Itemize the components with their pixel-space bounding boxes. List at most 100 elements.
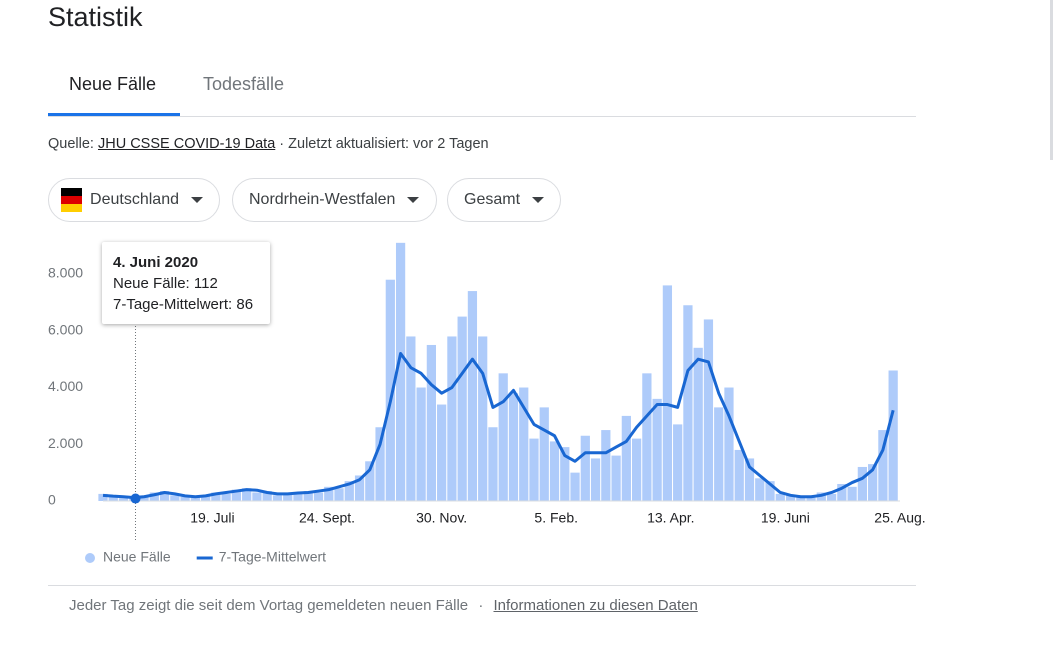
bar bbox=[467, 291, 478, 501]
bar bbox=[221, 493, 231, 501]
tab[interactable]: Todesfälle bbox=[203, 74, 285, 94]
bar bbox=[631, 438, 642, 501]
bar bbox=[652, 398, 662, 501]
y-tick-label: 2.000 bbox=[48, 435, 83, 451]
bar bbox=[837, 483, 847, 501]
bar bbox=[796, 495, 806, 501]
y-tick-label: 6.000 bbox=[48, 321, 83, 337]
bar bbox=[293, 493, 303, 501]
source-line: Quelle: JHU CSSE COVID-19 Data · Zuletzt… bbox=[48, 136, 489, 152]
legend-swatch bbox=[85, 553, 95, 563]
tooltip-value: 112 bbox=[193, 275, 218, 292]
bar bbox=[498, 373, 508, 501]
bar bbox=[190, 497, 200, 501]
x-tick-label: 19. Juni bbox=[761, 510, 810, 526]
type-dropdown[interactable]: Gesamt bbox=[447, 178, 561, 222]
footer: Jeder Tag zeigt die seit dem Vortag geme… bbox=[69, 597, 698, 614]
bar bbox=[868, 464, 878, 501]
x-tick-label: 24. Sept. bbox=[299, 510, 355, 526]
bar bbox=[580, 435, 590, 501]
bar bbox=[303, 491, 313, 501]
bar bbox=[857, 466, 867, 501]
bar bbox=[549, 441, 560, 501]
bar bbox=[447, 336, 457, 501]
tooltip-avg: 7-Tage-Mittelwert: 86 bbox=[113, 294, 270, 315]
bar bbox=[426, 344, 436, 501]
bar bbox=[488, 427, 498, 501]
bar bbox=[888, 370, 898, 501]
y-tick-label: 8.000 bbox=[48, 265, 83, 281]
tooltip-label: 7-Tage-Mittelwert: bbox=[113, 296, 233, 313]
line bbox=[102, 351, 895, 500]
dropdown-label: Gesamt bbox=[464, 191, 521, 208]
bar bbox=[765, 481, 775, 501]
y-tick-label: 4.000 bbox=[48, 378, 83, 394]
divider bbox=[48, 585, 916, 586]
bar bbox=[395, 242, 406, 501]
chart: 0 2.000 4.000 6.000 8.000 19. Juli 24. Sept. 30… bbox=[48, 242, 926, 565]
bar bbox=[662, 285, 673, 501]
bar bbox=[508, 393, 519, 501]
dropdown-label: Nordrhein-Westfalen bbox=[249, 191, 396, 208]
region-dropdown[interactable]: Nordrhein-Westfalen bbox=[232, 178, 437, 222]
bar bbox=[539, 407, 549, 501]
footer-link[interactable]: Informationen zu diesen Daten bbox=[493, 597, 698, 614]
bar bbox=[159, 491, 170, 501]
bar bbox=[601, 430, 611, 501]
source-link[interactable]: JHU CSSE COVID-19 Data bbox=[97, 136, 276, 152]
footer-separator: · bbox=[478, 597, 484, 614]
legend-label: 7-Tage-Mittelwert bbox=[219, 549, 326, 565]
x-tick-label: 30. Nov. bbox=[416, 510, 467, 526]
bar bbox=[149, 492, 159, 501]
x-tick-label: 5. Feb. bbox=[534, 510, 578, 526]
bar bbox=[180, 496, 190, 501]
bar bbox=[755, 478, 765, 501]
bar bbox=[642, 373, 652, 501]
x-tick-label: 25. Aug. bbox=[874, 510, 925, 526]
bar bbox=[252, 492, 262, 501]
bar bbox=[365, 461, 375, 501]
tab-active[interactable]: Neue Fälle bbox=[69, 74, 157, 94]
bar bbox=[724, 387, 734, 501]
bar bbox=[201, 495, 211, 501]
y-tick-label: 0 bbox=[48, 492, 56, 508]
bar bbox=[170, 495, 180, 501]
legend-label: Neue Fälle bbox=[103, 549, 171, 565]
bar bbox=[734, 449, 744, 501]
tooltip: 4. Juni 2020 Neue Fälle: 112 7-Tage-Mitt… bbox=[102, 242, 270, 324]
tooltip-date: 4. Juni 2020 bbox=[113, 254, 199, 271]
bar bbox=[847, 486, 857, 501]
x-tick-label: 13. Apr. bbox=[647, 510, 694, 526]
bar bbox=[806, 497, 816, 501]
flag bbox=[61, 188, 83, 212]
tooltip-value: 86 bbox=[236, 296, 254, 313]
bar bbox=[437, 404, 447, 501]
bar bbox=[714, 407, 724, 501]
bar bbox=[272, 495, 283, 501]
bar bbox=[703, 319, 714, 501]
bar bbox=[354, 475, 365, 501]
bar bbox=[211, 492, 221, 501]
bar bbox=[334, 488, 344, 501]
bar bbox=[529, 438, 539, 501]
bar bbox=[457, 316, 467, 501]
bar bbox=[108, 496, 118, 501]
bar bbox=[560, 447, 570, 501]
bar bbox=[375, 427, 385, 501]
bar bbox=[406, 336, 416, 501]
bar bbox=[611, 455, 621, 501]
bar bbox=[313, 492, 324, 501]
bar bbox=[785, 495, 796, 501]
bar bbox=[878, 430, 888, 501]
country-dropdown[interactable]: Deutschland bbox=[48, 178, 220, 222]
source-prefix: Quelle: bbox=[48, 136, 94, 152]
bar bbox=[242, 488, 252, 501]
bar bbox=[693, 347, 703, 501]
bar bbox=[744, 458, 755, 501]
page-title: Statistik bbox=[48, 2, 143, 32]
bar bbox=[324, 486, 334, 501]
bar bbox=[98, 493, 108, 501]
bar bbox=[519, 387, 529, 501]
